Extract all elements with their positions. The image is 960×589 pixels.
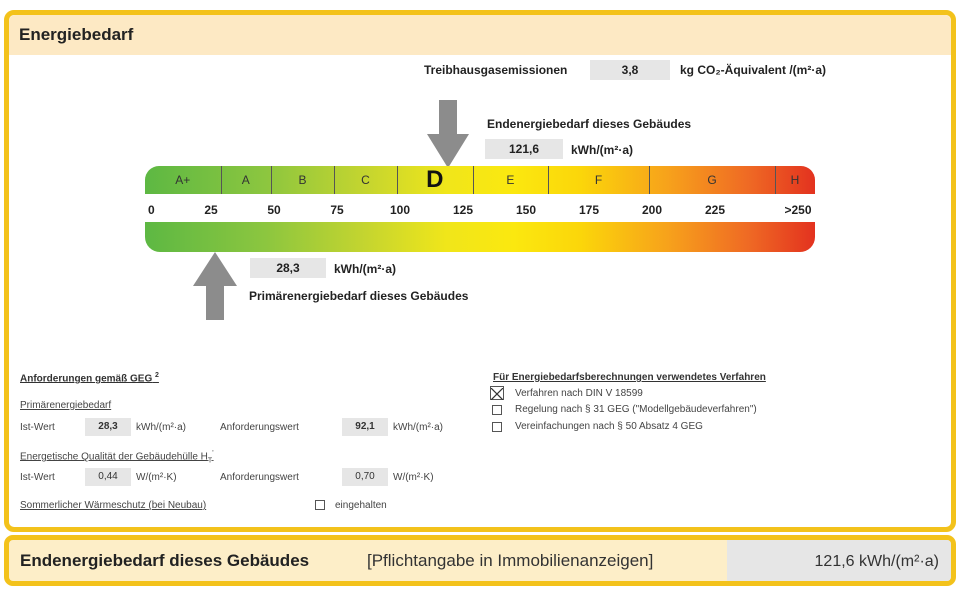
class-separator — [397, 166, 398, 194]
class-label-A+: A+ — [175, 173, 191, 187]
method-option-label-1: Regelung nach § 31 GEG ("Modellgebäudeve… — [515, 404, 757, 415]
summer-protection-title: Sommerlicher Wärmeschutz (bei Neubau) — [20, 500, 207, 511]
footer-value: 121,6 kWh/(m²·a) — [814, 553, 939, 570]
primary-energy-value: 28,3 — [250, 258, 326, 278]
class-label-G: G — [707, 173, 717, 187]
method-option-label-0: Verfahren nach DIN V 18599 — [515, 388, 643, 399]
envelope-req-unit: W/(m²·K) — [393, 472, 434, 483]
scale-tick: 150 — [515, 203, 537, 217]
scale-tick: 200 — [641, 203, 663, 217]
class-separator — [775, 166, 776, 194]
emissions-value: 3,8 — [590, 60, 670, 80]
scale-tick: 0 — [148, 203, 155, 217]
primary-req-label: Anforderungswert — [220, 422, 299, 433]
footer-summary: Endenergiebedarf dieses Gebäudes [Pflich… — [4, 535, 956, 586]
class-separator — [649, 166, 650, 194]
scale-tick: 25 — [204, 203, 218, 217]
primary-energy-arrow-icon — [193, 252, 237, 320]
envelope-requirements-title: Energetische Qualität der Gebäudehülle H… — [20, 450, 214, 465]
end-energy-arrow-icon — [427, 100, 469, 168]
summer-protection-checkbox[interactable] — [315, 500, 325, 510]
primary-energy-unit: kWh/(m²·a) — [334, 262, 396, 276]
primary-req-value: 92,1 — [342, 418, 388, 436]
footer-title: Endenergiebedarf dieses Gebäudes — [20, 551, 310, 570]
summer-protection-check-label: eingehalten — [335, 500, 387, 511]
scale-tick: 175 — [578, 203, 600, 217]
class-label-D: D — [426, 166, 444, 193]
emissions-unit: kg CO₂-Äquivalent /(m²·a) — [680, 63, 827, 77]
primary-ist-label: Ist-Wert — [20, 422, 55, 433]
method-option-checkbox-0[interactable] — [490, 386, 504, 401]
scale-tick: 125 — [452, 203, 474, 217]
envelope-req-label: Anforderungswert — [220, 472, 299, 483]
primary-req-unit: kWh/(m²·a) — [393, 422, 443, 433]
primary-ist-unit: kWh/(m²·a) — [136, 422, 186, 433]
method-option-checkbox-2[interactable] — [492, 422, 502, 432]
primary-energy-label: Primärenergiebedarf dieses Gebäudes — [249, 289, 469, 303]
envelope-ist-unit: W/(m²·K) — [136, 472, 177, 483]
class-label-E: E — [506, 173, 515, 187]
primary-energy-bar — [145, 222, 815, 252]
class-separator — [472, 166, 474, 194]
end-energy-label: Endenergiebedarf dieses Gebäudes — [487, 117, 692, 131]
class-label-B: B — [298, 173, 307, 187]
scale-tick: 225 — [704, 203, 726, 217]
footer-value-box — [727, 540, 951, 581]
primary-ist-value: 28,3 — [85, 418, 131, 436]
scale-tick: 50 — [267, 203, 281, 217]
efficiency-class-bar: A+ A B C D E F G H — [145, 166, 815, 194]
method-option-label-2: Vereinfachungen nach § 50 Absatz 4 GEG — [515, 421, 703, 432]
primary-requirements-title: Primärenergiebedarf — [20, 400, 112, 411]
section-header: Energiebedarf — [9, 15, 951, 55]
end-energy-unit: kWh/(m²·a) — [571, 143, 633, 157]
class-separator — [271, 166, 272, 194]
class-label-A: A — [241, 173, 250, 187]
class-separator — [548, 166, 550, 194]
class-label-C: C — [361, 173, 370, 187]
class-label-F: F — [594, 173, 603, 187]
energy-demand-frame — [4, 10, 956, 532]
footer-note: [Pflichtangabe in Immobilienanzeigen] — [367, 551, 654, 570]
envelope-ist-label: Ist-Wert — [20, 472, 55, 483]
envelope-req-value: 0,70 — [342, 468, 388, 486]
scale-tick: 75 — [330, 203, 344, 217]
class-separator — [220, 166, 222, 194]
class-label-H: H — [790, 173, 800, 187]
method-title: Für Energiebedarfsberechnungen verwendet… — [493, 372, 766, 383]
section-title: Energiebedarf — [19, 25, 134, 44]
method-option-checkbox-1[interactable] — [492, 405, 502, 415]
class-separator — [334, 166, 335, 194]
scale-tick: >250 — [784, 203, 812, 217]
scale-tick: 100 — [389, 203, 411, 217]
emissions-label: Treibhausgasemissionen — [424, 63, 568, 77]
end-energy-value: 121,6 — [485, 139, 563, 159]
envelope-ist-value: 0,44 — [85, 468, 131, 486]
requirements-title: Anforderungen gemäß GEG 2 — [20, 372, 159, 385]
